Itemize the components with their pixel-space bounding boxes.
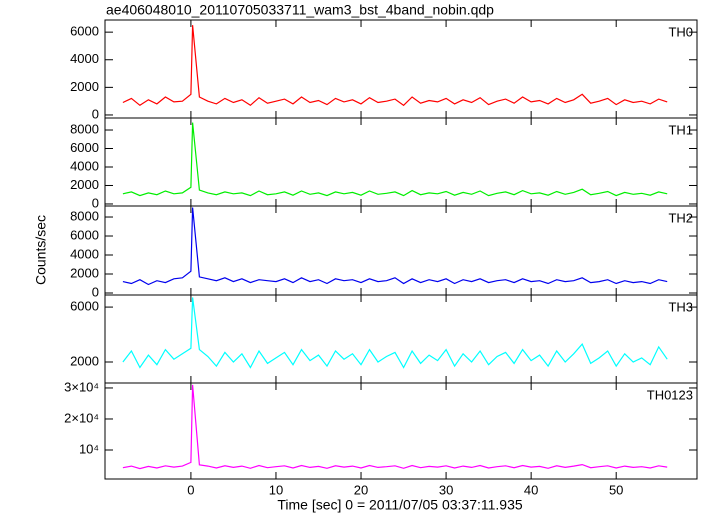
x-axis-label: Time [sec] 0 = 2011/07/05 03:37:11.935 [277,497,523,513]
y-tick-label: 6000 [70,227,99,242]
y-tick-label: 0 [92,106,99,121]
y-tick-label: 3×10⁴ [64,379,99,394]
y-tick-label: 8000 [70,208,99,223]
y-tick-label: 0 [92,195,99,210]
series-label: TH2 [668,210,693,225]
y-tick-label: 2000 [70,265,99,280]
y-tick-label: 4000 [70,51,99,66]
y-axis-label: Counts/sec [33,215,49,285]
y-tick-label: 6000 [70,24,99,39]
y-tick-label: 8000 [70,121,99,136]
x-tick-label: 30 [439,482,453,497]
series-label: TH1 [668,122,693,137]
y-tick-label: 2000 [70,353,99,368]
x-tick-label: 50 [609,482,623,497]
y-tick-label: 6000 [70,140,99,155]
x-tick-label: 40 [524,482,538,497]
y-tick-label: 10⁴ [79,441,99,456]
series-label: TH0 [668,24,693,39]
chart-title: ae406048010_20110705033711_wam3_bst_4ban… [106,2,494,18]
x-tick-label: 0 [187,482,194,497]
y-tick-label: 2000 [70,177,99,192]
series-line [122,25,668,107]
x-tick-label: 10 [269,482,283,497]
series-label: TH0123 [647,387,693,402]
series-line [122,207,668,286]
series-line [122,297,668,369]
y-tick-label: 2×10⁴ [64,410,99,425]
x-tick-label: 20 [354,482,368,497]
y-tick-label: 0 [92,284,99,299]
panel-frame [104,382,698,480]
y-tick-label: 2000 [70,79,99,94]
y-tick-label: 6000 [70,299,99,314]
series-label: TH3 [668,299,693,314]
series-line [122,384,668,470]
series-line [122,122,668,197]
y-tick-label: 4000 [70,246,99,261]
y-tick-label: 4000 [70,158,99,173]
